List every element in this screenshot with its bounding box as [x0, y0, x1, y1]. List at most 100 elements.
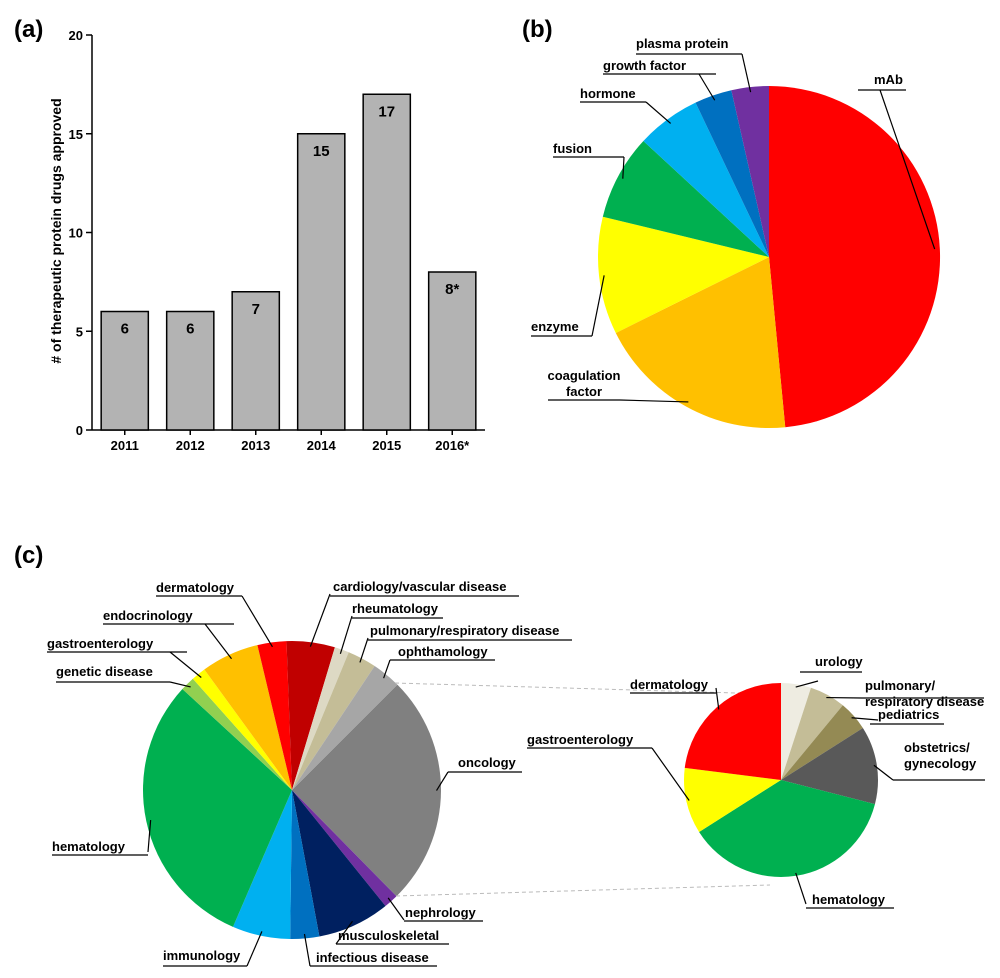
pie-c-leader-pulmonary-respiratory-disease [359, 637, 369, 663]
pie-chart-protein-classes: mAb coagulation factor enzyme fusion hormone g… [531, 36, 941, 429]
pie-b-slice-enzyme [598, 216, 769, 333]
pie-c-label-immunology: immunology [163, 948, 241, 963]
pie-c-label-gastroenterology: gastroenterology [47, 636, 154, 651]
pie-c-slice-hematology [143, 689, 292, 927]
pie-c-leader-oncology [436, 771, 449, 791]
pie-c-label-infectious-disease: infectious disease [316, 950, 429, 965]
x-tick-label-2013: 2013 [241, 438, 270, 453]
pie-c-leader-cardiology-vascular-disease [309, 593, 331, 647]
pie-c-label-oncology: oncology [458, 755, 517, 770]
y-tick-label-5: 5 [76, 324, 83, 339]
pie-c-slice-immunology [233, 790, 292, 939]
pie-inset-leader-obstetrics-gynecology [873, 764, 894, 781]
pie-inset-label-dermatology: dermatology [630, 677, 709, 692]
pie-b-slice-hormone [643, 102, 769, 257]
pie-b-label-coagulation-factor: coagulation factor [548, 368, 621, 399]
pie-c-leader-genetic-disease [169, 681, 191, 688]
panel-letter-b: (b) [522, 16, 553, 43]
pie-c-slice-gastroenterology [192, 669, 292, 790]
pie-c-leader-ophthamology [383, 659, 391, 679]
pie-c-label-nephrology: nephrology [405, 905, 477, 920]
y-tick-label-0: 0 [76, 423, 83, 438]
pie-c-leader-immunology [246, 931, 263, 967]
pie-c-label-endocrinology: endocrinology [103, 608, 193, 623]
pie-b-slice-coagulation-factor [615, 257, 786, 429]
pie-c-leader-musculoskeletal [335, 920, 353, 945]
bar-data-label-2013: 7 [252, 301, 260, 318]
pie-c-slice-genetic-disease [182, 678, 292, 790]
connector-line-bottom [395, 884, 771, 897]
pie-c-label-dermatology: dermatology [156, 580, 235, 595]
pie-b-label-fusion: fusion [553, 141, 592, 156]
connector-line-top [394, 682, 771, 695]
pie-c-leader-dermatology [241, 595, 273, 648]
bar-chart-y-axis-title: # of therapeutic protein drugs approved [48, 98, 64, 363]
bar-chart-approvals: # of therapeutic protein drugs approved … [48, 28, 485, 453]
pie-c-slice-pulmonary-respiratory-disease [292, 652, 375, 790]
pie-b-leader-mab [879, 89, 936, 250]
bar-2015 [362, 93, 412, 431]
pie-b-label-plasma-protein: plasma protein [636, 36, 729, 51]
bar-data-label-2016: 8* [445, 281, 459, 298]
pie-b-label-enzyme: enzyme [531, 319, 579, 334]
pie-inset-label-gastroenterology: gastroenterology [527, 732, 634, 747]
pie-inset-leader-pediatrics [851, 717, 879, 721]
pie-b-label-growth-factor: growth factor [603, 58, 686, 73]
pie-c-leader-gastroenterology [169, 651, 202, 678]
pie-inset-slice-obstetrics-gynecology [781, 728, 878, 805]
bar-data-label-2011: 6 [121, 321, 129, 338]
x-tick-label-2012: 2012 [176, 438, 205, 453]
y-tick-label-10: 10 [69, 226, 83, 241]
bar-data-label-2015: 17 [378, 103, 395, 120]
bar-2016 [427, 271, 477, 431]
pie-b-slice-growth-factor [695, 90, 769, 257]
pie-chart-therapeutic-areas: oncology nephrology musculoskeletal infecti… [47, 579, 572, 967]
pie-c-leader-nephrology [387, 897, 405, 921]
pie-inset-label-hematology: hematology [812, 892, 886, 907]
pie-inset-label-pediatrics: pediatrics [878, 707, 939, 722]
y-tick-label-20: 20 [69, 28, 83, 43]
pie-c-slice-rheumatology [292, 647, 349, 790]
pie-inset-label-urology: urology [815, 654, 863, 669]
pie-inset-slice-gastroenterology [683, 767, 781, 832]
panel-letter-a: (a) [14, 16, 43, 43]
y-tick-label-15: 15 [69, 127, 83, 142]
pie-c-label-hematology: hematology [52, 839, 126, 854]
pie-c-leader-hematology [147, 820, 152, 853]
x-tick-label-2016: 2016* [435, 438, 470, 453]
pie-c-label-ophthamology: ophthamology [398, 644, 488, 659]
pie-b-label-mab: mAb [874, 72, 903, 87]
x-tick-label-2011: 2011 [111, 438, 139, 453]
bar-data-label-2012: 6 [186, 321, 194, 338]
pie-inset-slice-dermatology [684, 683, 781, 780]
x-tick-label-2015: 2015 [372, 438, 401, 453]
pie-c-slice-ophthamology [292, 666, 398, 790]
pie-b-leader-coagulation-factor [619, 399, 689, 403]
pie-c-leader-endocrinology [204, 623, 232, 660]
pie-inset-leader-hematology [795, 872, 807, 905]
pie-c-slice-infectious-disease [290, 790, 320, 940]
x-tick-label-2014: 2014 [307, 438, 337, 453]
bar-data-label-2014: 15 [313, 143, 330, 160]
panel-letter-c: (c) [14, 542, 43, 569]
pie-inset-slice-pulmonary-respiratory-disease [781, 687, 843, 780]
pie-b-slice-fusion [602, 140, 769, 257]
pie-c-slice-musculoskeletal [292, 790, 386, 937]
pie-b-slice-plasma-protein [731, 86, 769, 257]
pie-c-slice-endocrinology [204, 645, 292, 790]
pie-inset-leader-gastroenterology [651, 747, 690, 801]
pie-inset-slice-pediatrics [781, 705, 863, 780]
pie-c-label-rheumatology: rheumatology [352, 601, 439, 616]
pie-b-leader-plasma-protein [741, 53, 752, 93]
pie-b-leader-enzyme [591, 275, 605, 337]
pie-c-leader-infectious-disease [303, 933, 311, 967]
pie-c-slice-nephrology [292, 790, 397, 906]
pie-c-label-cardiology-vascular-disease: cardiology/vascular disease [333, 579, 506, 594]
pie-c-leader-rheumatology [339, 615, 353, 654]
pie-c-label-genetic-disease: genetic disease [56, 664, 153, 679]
pie-c-label-musculoskeletal: musculoskeletal [338, 928, 439, 943]
pie-c-slice-oncology [292, 684, 442, 897]
